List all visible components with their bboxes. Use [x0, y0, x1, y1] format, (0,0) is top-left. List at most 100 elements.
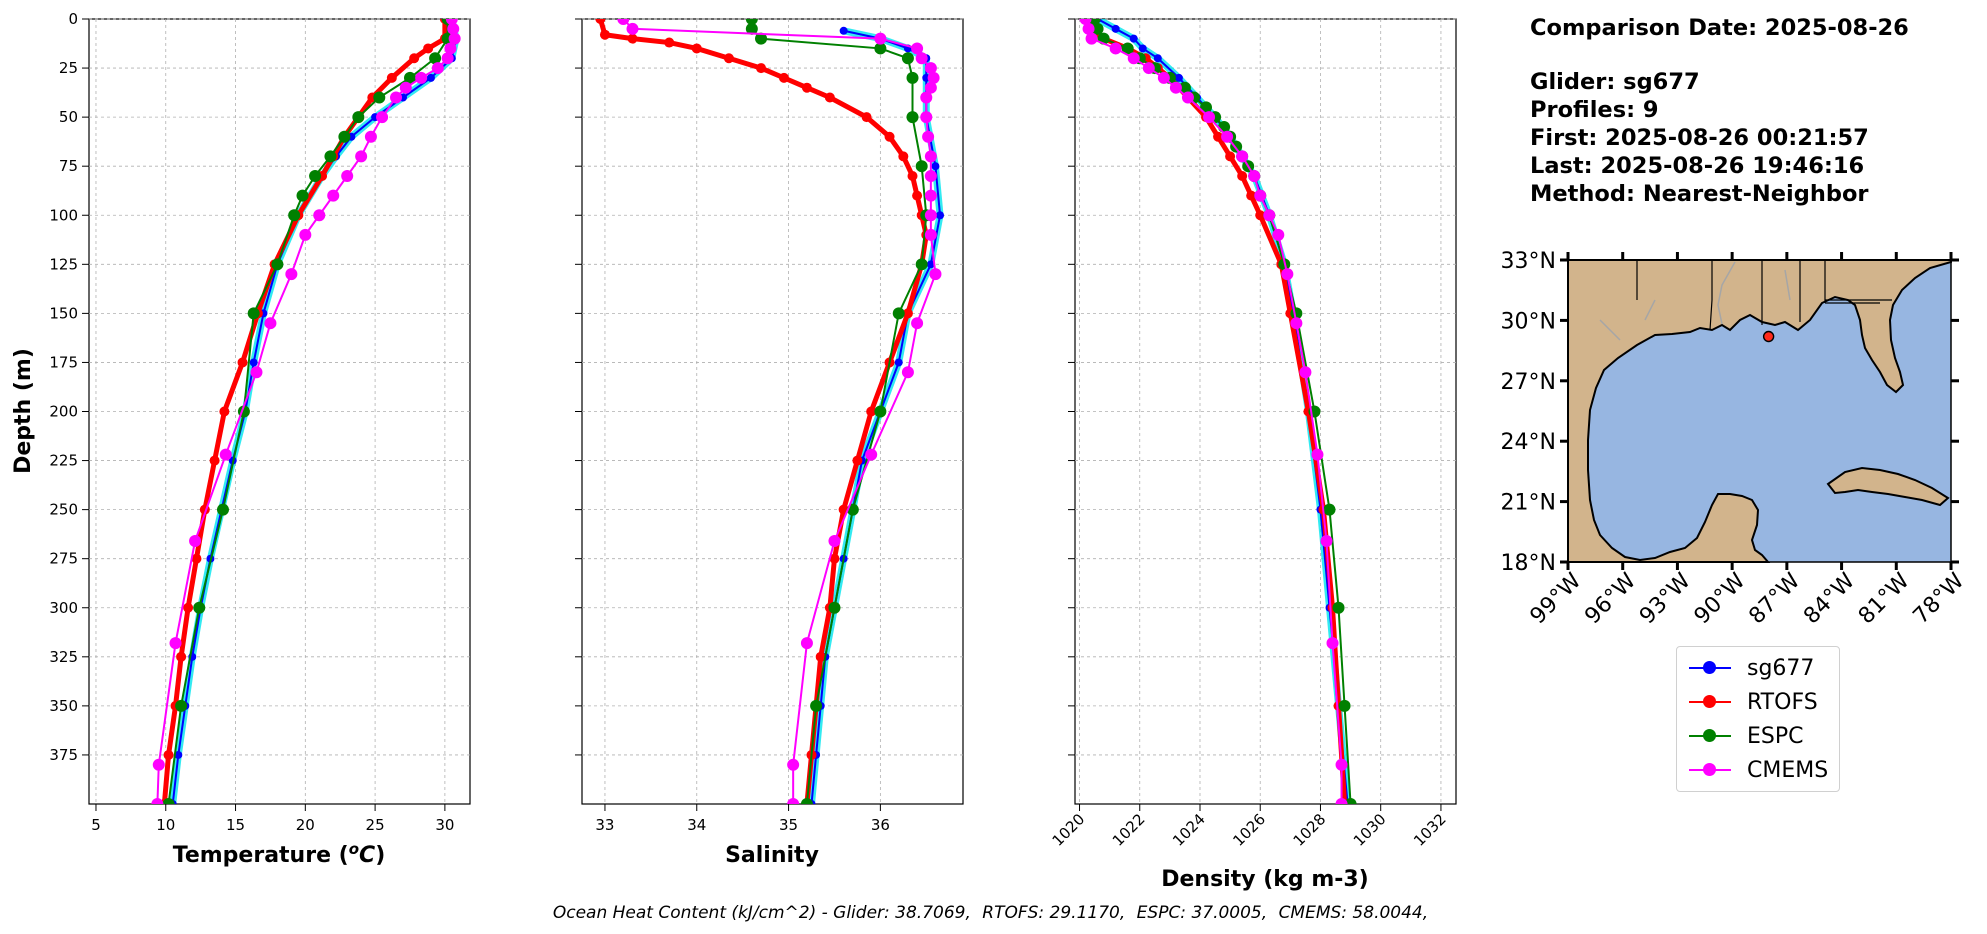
- depth-ylabel: Depth (m): [11, 348, 36, 474]
- series-point-espc: [162, 798, 175, 804]
- series-point-cmems: [626, 22, 639, 35]
- series-point-cmems: [151, 798, 164, 804]
- profile-count: Profiles: 9: [1530, 97, 1659, 123]
- series-point-rtofs: [861, 112, 872, 123]
- series-point-cmems: [444, 42, 457, 55]
- map-cuba: [1826, 466, 1950, 507]
- series-point-espc: [892, 307, 905, 320]
- series-point-cmems: [787, 758, 800, 771]
- map-lat-label: 30°N: [1501, 309, 1556, 334]
- x-tick-label: 1024: [1169, 810, 1209, 850]
- map-lat-label: 18°N: [1501, 551, 1556, 576]
- method: Method: Nearest-Neighbor: [1530, 181, 1869, 207]
- series-point-cmems: [1157, 71, 1170, 84]
- x-tick-label: 15: [226, 816, 245, 834]
- series-point-cmems: [1311, 448, 1324, 461]
- series-point-rtofs: [599, 29, 610, 40]
- map-lat-label: 21°N: [1501, 491, 1556, 516]
- series-point-espc: [745, 22, 758, 35]
- series-point-sg677: [926, 260, 935, 269]
- series-point-sg677: [1174, 73, 1183, 82]
- density-panel: Density (kg m-3) 1020 1022 1024 1026 1028 103…: [1049, 18, 1457, 892]
- series-point-rtofs: [815, 651, 826, 662]
- map-land-north: [1567, 259, 1952, 563]
- series-point-espc: [874, 405, 887, 418]
- y-tick-label: 0: [68, 10, 78, 28]
- y-tick-label: 175: [49, 353, 78, 371]
- series-point-rtofs: [176, 651, 187, 662]
- series-point-espc: [1323, 503, 1336, 516]
- series-point-cmems: [376, 111, 389, 124]
- map-lat-label: 33°N: [1501, 249, 1556, 274]
- series-point-cmems: [1290, 317, 1303, 330]
- series-point-cmems: [800, 637, 813, 650]
- series-point-espc: [373, 91, 386, 104]
- series-point-cmems: [399, 81, 412, 94]
- series-point-cmems: [1272, 228, 1285, 241]
- series-point-cmems: [1142, 62, 1155, 75]
- legend-swatch-cmems: [1685, 755, 1735, 785]
- map-lat-label: 24°N: [1501, 430, 1556, 455]
- ohc-rtofs: RTOFS: 29.1170,: [982, 903, 1126, 923]
- series-point-espc: [1121, 42, 1134, 55]
- series-point-espc: [755, 32, 768, 45]
- series-point-cmems: [355, 150, 368, 163]
- series-point-espc: [271, 258, 284, 271]
- y-tick-label: 25: [59, 59, 78, 77]
- map-lon-label: 81°W: [1854, 568, 1915, 629]
- series-point-espc: [810, 699, 823, 712]
- series-point-cmems: [1169, 81, 1182, 94]
- series-point-cmems: [924, 228, 937, 241]
- map-lon-label: 90°W: [1690, 568, 1751, 629]
- map-lon-label: 96°W: [1580, 568, 1641, 629]
- series-point-espc: [828, 601, 841, 614]
- ohc-espc: ESPC: 37.0005,: [1136, 903, 1268, 923]
- series-point-rtofs: [386, 72, 397, 83]
- density-xlabel: Density (kg m-3): [1161, 867, 1369, 892]
- series-point-rtofs: [884, 131, 895, 142]
- series-point-cmems: [924, 81, 937, 94]
- series-point-cmems: [1221, 130, 1234, 143]
- series-point-sg677: [1153, 54, 1162, 63]
- x-tick-label: 20: [296, 816, 315, 834]
- y-tick-label: 300: [49, 599, 78, 617]
- series-point-rtofs: [1213, 131, 1224, 142]
- map-rivers: [1599, 261, 1791, 341]
- legend-item-espc: ESPC: [1685, 721, 1804, 751]
- series-point-rtofs: [1246, 190, 1257, 201]
- series-point-cmems: [1109, 42, 1122, 55]
- map-lon-label: 78°W: [1909, 568, 1970, 629]
- x-tick-label: 36: [871, 816, 890, 834]
- series-point-rtofs: [423, 43, 434, 54]
- last-time: Last: 2025-08-26 19:46:16: [1530, 153, 1865, 179]
- legend-label-cmems: CMEMS: [1747, 757, 1829, 783]
- series-line-espc: [750, 19, 928, 804]
- x-tick-label: 1020: [1049, 810, 1089, 850]
- series-point-rtofs: [866, 406, 877, 417]
- legend-label-sg677: sg677: [1747, 655, 1815, 681]
- series-point-cmems: [924, 170, 937, 182]
- series-point-cmems: [924, 62, 937, 75]
- y-tick-label: 225: [49, 452, 78, 470]
- y-tick-label: 350: [49, 697, 78, 715]
- series-point-cmems: [1127, 52, 1140, 65]
- map-lon-label: 84°W: [1799, 568, 1860, 629]
- series-point-rtofs: [852, 455, 863, 466]
- series-point-cmems: [1254, 189, 1267, 202]
- series-point-rtofs: [183, 602, 194, 613]
- y-tick-label: 200: [49, 403, 78, 421]
- series-point-sg677: [931, 162, 940, 171]
- info-panel: Comparison Date: 2025-08-26 Glider: sg67…: [1530, 14, 1909, 208]
- series-point-espc: [296, 189, 309, 202]
- series-point-rtofs: [691, 43, 702, 54]
- legend-swatch-rtofs: [1685, 687, 1735, 717]
- x-tick-label: 30: [435, 816, 454, 834]
- series-point-rtofs: [912, 190, 923, 201]
- y-tick-label: 100: [49, 206, 78, 224]
- series-point-cmems: [922, 130, 935, 143]
- series-point-cmems: [924, 150, 937, 163]
- x-tick-label: 33: [595, 816, 614, 834]
- series-point-sg677: [249, 358, 258, 367]
- series-point-espc: [906, 71, 919, 84]
- series-point-cmems: [285, 268, 298, 281]
